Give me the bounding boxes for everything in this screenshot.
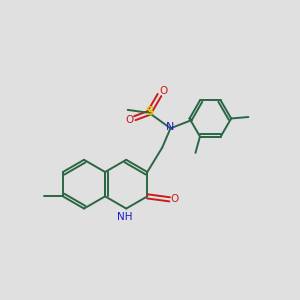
Text: O: O xyxy=(125,115,134,125)
Text: N: N xyxy=(166,122,175,132)
Text: NH: NH xyxy=(117,212,133,222)
Text: S: S xyxy=(146,105,154,118)
Text: O: O xyxy=(160,86,168,96)
Text: O: O xyxy=(171,194,179,204)
